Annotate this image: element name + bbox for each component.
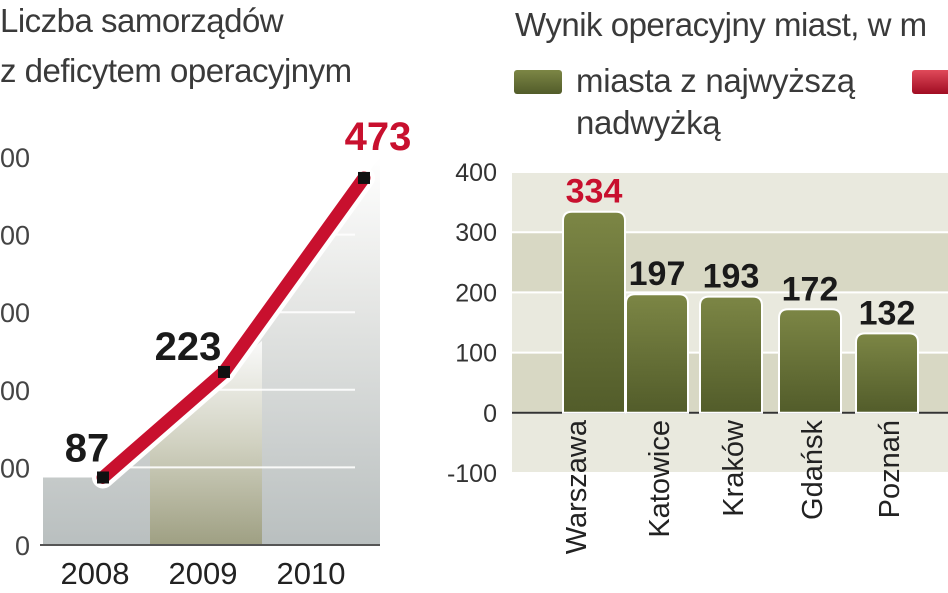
- right-y-tick-label: 200: [455, 279, 497, 307]
- legend-swatch-olive: [514, 70, 562, 94]
- line-data-label: 473: [345, 115, 412, 159]
- bar-data-label: 193: [703, 258, 760, 296]
- left-x-tick-label: 2009: [169, 556, 238, 591]
- legend-label-line1: miasta z najwyższą: [576, 62, 855, 99]
- left-y-tick-label: 0: [15, 531, 30, 561]
- line-data-label: 87: [65, 426, 110, 470]
- legend-label-line2: nadwyżką: [576, 104, 721, 141]
- bar: [562, 210, 626, 414]
- right-y-tick-label: 0: [483, 400, 497, 428]
- bar: [855, 332, 919, 414]
- bar: [778, 308, 842, 414]
- bar-category-label: Warszawa: [561, 419, 593, 554]
- left-y-tick-label: 00: [0, 298, 30, 328]
- bar-data-label: 197: [629, 255, 686, 293]
- right-bar-chart: -100 0 100 200 300 400 334 Warszawa 197 Katowice 1…: [447, 159, 948, 554]
- left-x-tick-label: 2010: [277, 556, 346, 591]
- bar-category-label: Poznań: [874, 420, 906, 518]
- bar-category-label: Gdańsk: [797, 420, 829, 520]
- bar: [625, 293, 689, 414]
- column-highlight-2009: [150, 340, 262, 545]
- right-chart-title: Wynik operacyjny miast, w m: [515, 6, 927, 43]
- legend-swatch-red: [912, 70, 948, 94]
- bar-data-label: 172: [782, 270, 839, 308]
- line-area-background: [43, 157, 380, 545]
- right-y-tick-label: 100: [455, 340, 497, 368]
- left-y-tick-label: 00: [0, 143, 30, 173]
- left-y-tick-label: 00: [0, 376, 30, 406]
- left-y-tick-label: 00: [0, 453, 30, 483]
- left-y-tick-label: 00: [0, 221, 30, 251]
- right-y-tick-label: 400: [455, 159, 497, 187]
- line-point-marker: [358, 171, 370, 184]
- bar-data-label: 334: [566, 173, 623, 211]
- bar-data-label: 132: [859, 294, 916, 332]
- right-y-tick-label: 300: [455, 219, 497, 247]
- bar-category-label: Kraków: [718, 419, 750, 517]
- line-point-marker: [218, 365, 230, 378]
- line-point-marker: [97, 471, 109, 484]
- left-chart-title-line2: z deficytem operacyjnym: [0, 52, 352, 89]
- left-x-tick-label: 2008: [61, 556, 130, 591]
- line-data-label: 223: [155, 325, 222, 369]
- left-chart-title-line1: Liczba samorządów: [0, 2, 284, 39]
- right-y-tick-label: -100: [447, 460, 497, 488]
- bar-plot-band: [512, 412, 948, 473]
- bar: [699, 295, 763, 414]
- bar-category-label: Katowice: [644, 420, 676, 538]
